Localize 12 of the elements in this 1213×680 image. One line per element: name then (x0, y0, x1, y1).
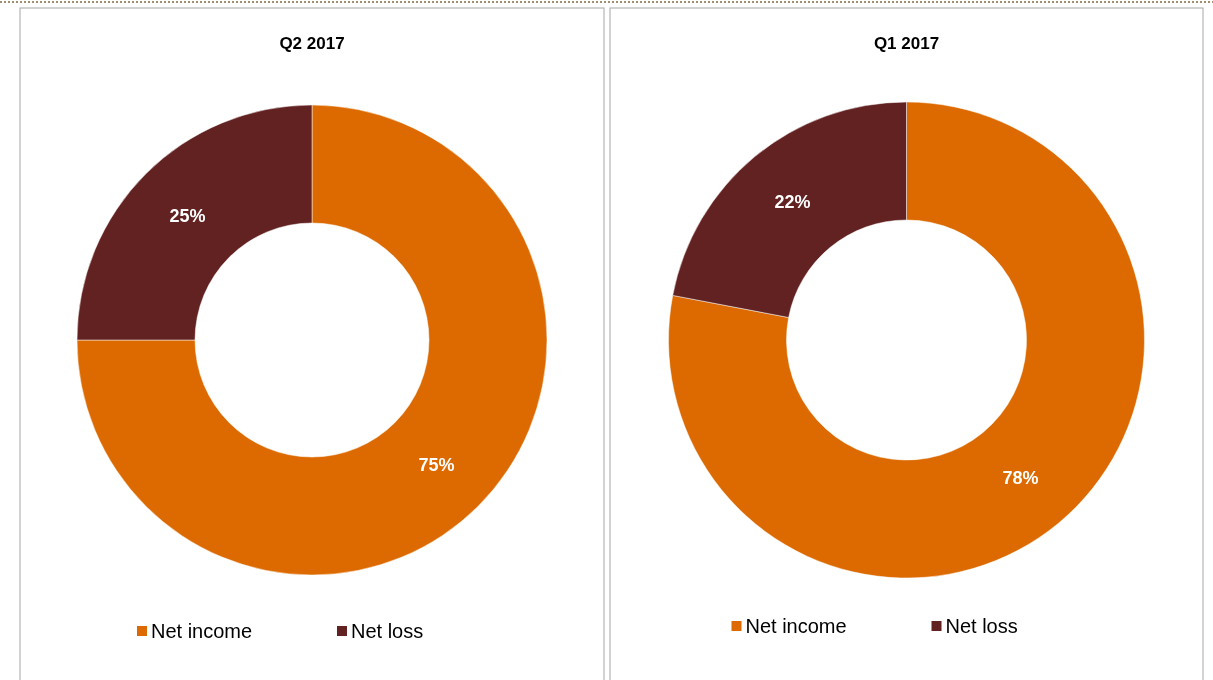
chart-title: Q2 2017 (279, 34, 345, 53)
chart-title: Q1 2017 (873, 34, 940, 53)
data-label: 22% (774, 192, 811, 213)
legend-label: Net income (745, 615, 847, 637)
data-label: 25% (169, 205, 206, 226)
data-label: 75% (418, 454, 455, 475)
donut-slice (668, 101, 1145, 578)
legend-label: Net loss (351, 620, 424, 642)
legend-label: Net income (151, 620, 253, 642)
data-label: 78% (1002, 468, 1039, 489)
donut-slice (76, 104, 548, 576)
legend-label: Net loss (945, 615, 1018, 637)
